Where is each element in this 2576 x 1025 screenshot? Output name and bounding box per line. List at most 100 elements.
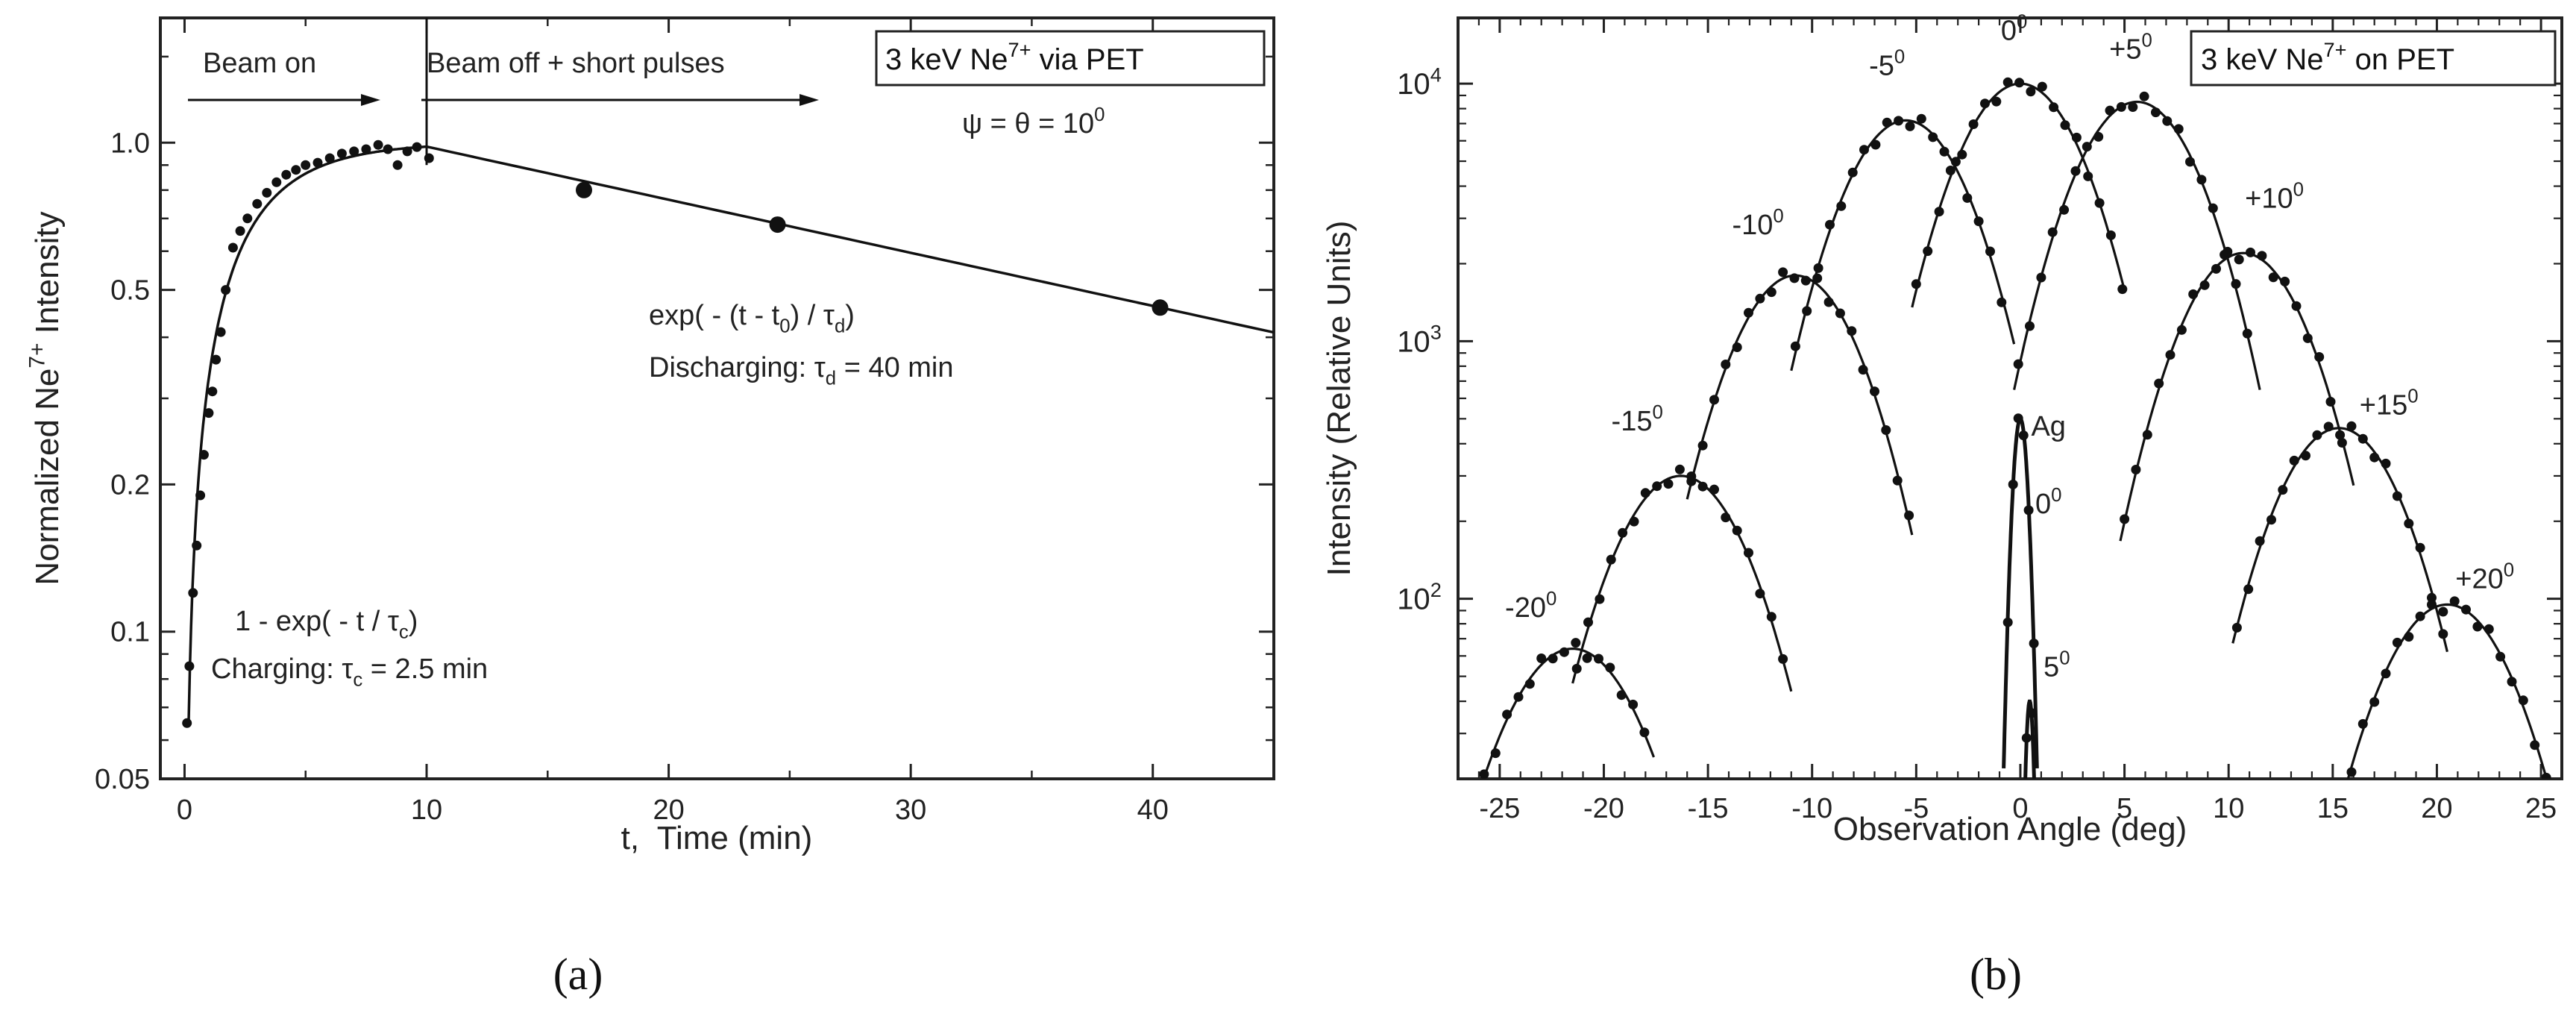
b-data-point <box>2139 91 2149 101</box>
a-data-point <box>221 285 231 295</box>
b-data-point <box>1968 119 1979 129</box>
b-data-point <box>2495 651 2506 662</box>
b-data-point <box>1755 293 1765 304</box>
b-data-point <box>2162 116 2173 126</box>
b-data-point <box>2120 514 2130 524</box>
b-data-point <box>2049 102 2059 113</box>
b-data-point <box>1490 748 1501 759</box>
b-data-point <box>2021 733 2032 743</box>
b-data-point <box>2484 624 2494 634</box>
text-part: -10 <box>1732 210 1773 241</box>
b-x-axis-title: Observation Angle (deg) <box>1833 811 2187 847</box>
text-part: 0 <box>2059 648 2070 669</box>
b-series-label: +200 <box>2455 559 2514 595</box>
a-data-point <box>291 165 301 175</box>
b-data-point <box>1766 287 1777 298</box>
b-data-point <box>2325 397 2336 407</box>
b-fit-line <box>2023 699 2036 779</box>
text-part: 4 <box>1430 63 1442 86</box>
b-x-tick-label: -5 <box>1903 793 1929 824</box>
a-data-point <box>271 177 282 187</box>
b-data-point <box>1957 149 1967 160</box>
text-part: +15 <box>2360 390 2407 421</box>
b-data-point <box>2335 430 2346 440</box>
a-data-point <box>204 408 214 419</box>
b-data-point <box>2018 430 2029 441</box>
a-x-axis-title: t, Time (min) <box>621 820 813 856</box>
text-part: 0 <box>2504 559 2514 580</box>
b-data-point <box>2530 740 2540 750</box>
b-data-point <box>1640 488 1650 498</box>
b-data-point <box>2314 352 2325 362</box>
b-data-point <box>2071 132 2082 142</box>
text-part: d <box>835 316 845 337</box>
a-annotation-exp-rise: 1 - exp( - t / τc) <box>235 606 418 643</box>
a-x-tick-label: 0 <box>177 794 192 826</box>
a-y-tick-label: 0.2 <box>110 469 150 501</box>
b-data-point <box>2185 157 2195 167</box>
a-data-point <box>424 153 434 163</box>
text-part: 0 <box>2407 386 2418 407</box>
b-y-tick-label: 104 <box>1397 63 1442 101</box>
b-x-tick-label: 0 <box>2012 793 2028 824</box>
a-data-point <box>392 160 403 170</box>
b-data-point <box>2026 708 2037 718</box>
b-fit-line <box>2231 427 2448 653</box>
a-data-point <box>402 146 412 157</box>
a-data-point <box>301 160 311 170</box>
b-data-point <box>2188 289 2199 299</box>
b-data-point <box>2093 131 2104 142</box>
b-data-point <box>1618 527 1628 538</box>
b-data-point <box>2002 77 2013 87</box>
b-series-label: +50 <box>2109 31 2152 66</box>
text-part: -15 <box>1612 406 1653 437</box>
a-data-point <box>216 327 226 337</box>
b-series-label: -100 <box>1732 206 1783 241</box>
text-part: 0 <box>1546 589 1556 609</box>
b-data-point <box>2105 105 2115 116</box>
a-data-point <box>235 226 245 236</box>
text-part: 10 <box>1397 68 1430 101</box>
b-fit-line <box>2346 603 2548 779</box>
b-data-point <box>1825 219 1835 230</box>
b-data-point <box>1629 516 1639 527</box>
b-data-point <box>1628 699 1639 709</box>
b-x-tick-label: 5 <box>2117 793 2132 824</box>
a-y-axis-title: Normalized Ne7+ Intensity <box>25 211 66 585</box>
b-data-point <box>1973 216 1984 227</box>
b-data-point <box>1934 207 1944 217</box>
b-x-tick-label: -25 <box>1479 793 1520 824</box>
text-part: 7+ <box>1008 38 1031 61</box>
b-fit-line <box>2013 100 2261 390</box>
a-x-tick-label: 10 <box>411 794 442 826</box>
b-data-point <box>2291 301 2302 311</box>
b-fit-line <box>1686 274 1914 536</box>
b-data-point <box>1939 146 1950 157</box>
b-data-point <box>1813 263 1823 273</box>
a-data-point <box>207 386 218 397</box>
b-data-point <box>1709 484 1719 495</box>
text-part: 7+ <box>25 343 50 369</box>
a-discharging-fit-line <box>426 145 1275 334</box>
b-data-point <box>2013 413 2023 424</box>
b-data-point <box>1980 98 1990 109</box>
a-beam-off-arrow-head <box>799 94 819 106</box>
b-data-point <box>1697 481 1708 492</box>
b-data-point <box>2280 276 2290 286</box>
b-data-point <box>2105 230 2116 240</box>
b-data-point <box>2323 421 2334 432</box>
b-data-point <box>2449 596 2460 606</box>
b-data-point <box>2082 142 2092 152</box>
b-x-tick-label: 10 <box>2213 793 2244 824</box>
b-data-point <box>2242 328 2252 339</box>
b-data-point <box>2231 279 2241 289</box>
b-data-point <box>1571 638 1581 648</box>
b-data-point <box>1755 589 1765 599</box>
b-data-point <box>2438 606 2448 617</box>
b-data-point <box>1911 279 1921 289</box>
b-data-point <box>2196 175 2207 185</box>
b-data-point <box>2461 604 2471 615</box>
text-part: Intensity <box>29 211 66 342</box>
a-annotations: Beam on Beam off + short pulses ψ = θ = 10… <box>188 48 1105 691</box>
b-data-point <box>1606 554 1616 565</box>
